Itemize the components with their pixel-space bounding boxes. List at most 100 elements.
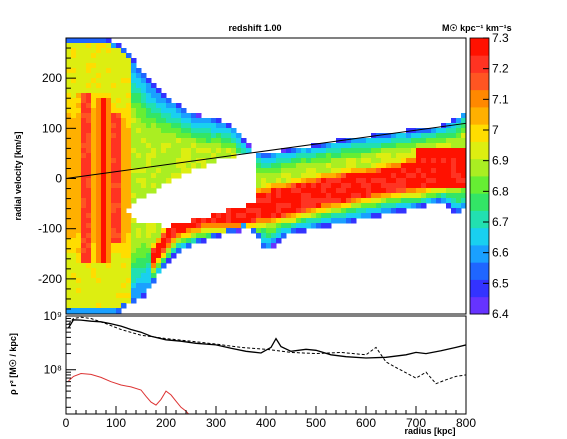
- heatmap-cell: [421, 143, 427, 149]
- heatmap-cell: [111, 243, 117, 249]
- heatmap-cell: [351, 178, 357, 184]
- heatmap-cell: [171, 128, 177, 134]
- heatmap-cell: [176, 128, 182, 134]
- heatmap-cell: [336, 153, 342, 159]
- heatmap-cell: [371, 163, 377, 169]
- heatmap-cell: [76, 73, 82, 79]
- heatmap-cell: [226, 208, 232, 214]
- heatmap-cell: [96, 58, 102, 64]
- heatmap-cell: [156, 173, 162, 179]
- heatmap-cell: [106, 273, 112, 279]
- heatmap-cell: [361, 168, 367, 174]
- heatmap-cell: [416, 188, 422, 194]
- heatmap-cell: [156, 88, 162, 94]
- heatmap-cell: [81, 43, 87, 49]
- heatmap-cell: [131, 188, 137, 194]
- heatmap-cell: [401, 138, 407, 144]
- heatmap-cell: [441, 183, 447, 189]
- heatmap-cell: [86, 168, 92, 174]
- heatmap-cell: [406, 188, 412, 194]
- heatmap-cell: [101, 238, 107, 244]
- heatmap-cell: [76, 168, 82, 174]
- heatmap-cell: [106, 88, 112, 94]
- heatmap-cell: [441, 158, 447, 164]
- heatmap-cell: [121, 143, 127, 149]
- heatmap-cell: [136, 168, 142, 174]
- heatmap-cell: [66, 238, 72, 244]
- heatmap-cell: [336, 158, 342, 164]
- heatmap-cell: [101, 88, 107, 94]
- heatmap-cell: [341, 218, 347, 224]
- velocity-axis-label: radial velocity [km/s]: [13, 131, 23, 220]
- heatmap-cell: [286, 193, 292, 199]
- heatmap-cell: [351, 213, 357, 219]
- heatmap-cell: [131, 248, 137, 254]
- heatmap-cell: [116, 118, 122, 124]
- heatmap-cell: [121, 123, 127, 129]
- heatmap-cell: [91, 198, 97, 204]
- heatmap-cell: [331, 153, 337, 159]
- heatmap-cell: [76, 78, 82, 84]
- heatmap-cell: [126, 143, 132, 149]
- heatmap-cell: [121, 288, 127, 294]
- heatmap-cell: [126, 118, 132, 124]
- heatmap-cell: [396, 203, 402, 209]
- heatmap-cell: [156, 178, 162, 184]
- heatmap-cell: [71, 48, 77, 54]
- heatmap-cell: [396, 138, 402, 144]
- heatmap-cell: [231, 128, 237, 134]
- heatmap-cell: [436, 198, 442, 204]
- heatmap-cell: [261, 168, 267, 174]
- heatmap-cell: [106, 83, 112, 89]
- heatmap-cell: [131, 83, 137, 89]
- heatmap-cell: [86, 208, 92, 214]
- heatmap-cell: [161, 118, 167, 124]
- heatmap-cell: [341, 143, 347, 149]
- heatmap-cell: [91, 188, 97, 194]
- heatmap-cell: [91, 293, 97, 299]
- heatmap-cell: [281, 188, 287, 194]
- heatmap-cell: [126, 243, 132, 249]
- heatmap-cell: [86, 153, 92, 159]
- heatmap-cell: [426, 163, 432, 169]
- heatmap-cell: [441, 133, 447, 139]
- heatmap-cell: [96, 278, 102, 284]
- heatmap-cell: [141, 128, 147, 134]
- heatmap-cell: [111, 43, 117, 49]
- heatmap-cell: [311, 183, 317, 189]
- heatmap-cell: [381, 173, 387, 179]
- heatmap-cell: [76, 163, 82, 169]
- heatmap-cell: [121, 68, 127, 74]
- heatmap-cell: [406, 163, 412, 169]
- heatmap-cell: [126, 128, 132, 134]
- heatmap-cell: [86, 183, 92, 189]
- heatmap-cell: [156, 158, 162, 164]
- heatmap-cell: [116, 48, 122, 54]
- heatmap-cell: [71, 113, 77, 119]
- heatmap-cell: [406, 153, 412, 159]
- heatmap-cell: [161, 98, 167, 104]
- heatmap-cell: [81, 148, 87, 154]
- heatmap-cell: [241, 208, 247, 214]
- heatmap-cell: [446, 148, 452, 154]
- heatmap-cell: [291, 228, 297, 234]
- heatmap-cell: [396, 153, 402, 159]
- heatmap-cell: [151, 103, 157, 109]
- heatmap-cell: [106, 178, 112, 184]
- heatmap-cell: [271, 198, 277, 204]
- heatmap-cell: [86, 93, 92, 99]
- heatmap-cell: [131, 183, 137, 189]
- heatmap-cell: [116, 68, 122, 74]
- heatmap-cell: [151, 98, 157, 104]
- heatmap-cell: [86, 228, 92, 234]
- heatmap-cell: [241, 223, 247, 229]
- heatmap-cell: [381, 153, 387, 159]
- heatmap-cell: [386, 208, 392, 214]
- heatmap-cell: [266, 243, 272, 249]
- heatmap-cell: [96, 83, 102, 89]
- heatmap-cell: [136, 173, 142, 179]
- heatmap-cell: [96, 178, 102, 184]
- heatmap-cell: [391, 138, 397, 144]
